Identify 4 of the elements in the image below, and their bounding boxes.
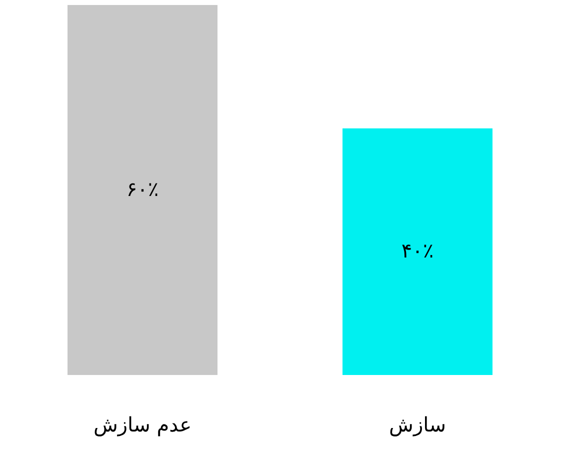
x-tick-label: سازش [389,412,446,436]
data-label: ۶۰٪ [126,177,159,201]
data-label: ۴۰٪ [401,238,434,263]
x-tick-label: عدم سازش [93,412,192,436]
